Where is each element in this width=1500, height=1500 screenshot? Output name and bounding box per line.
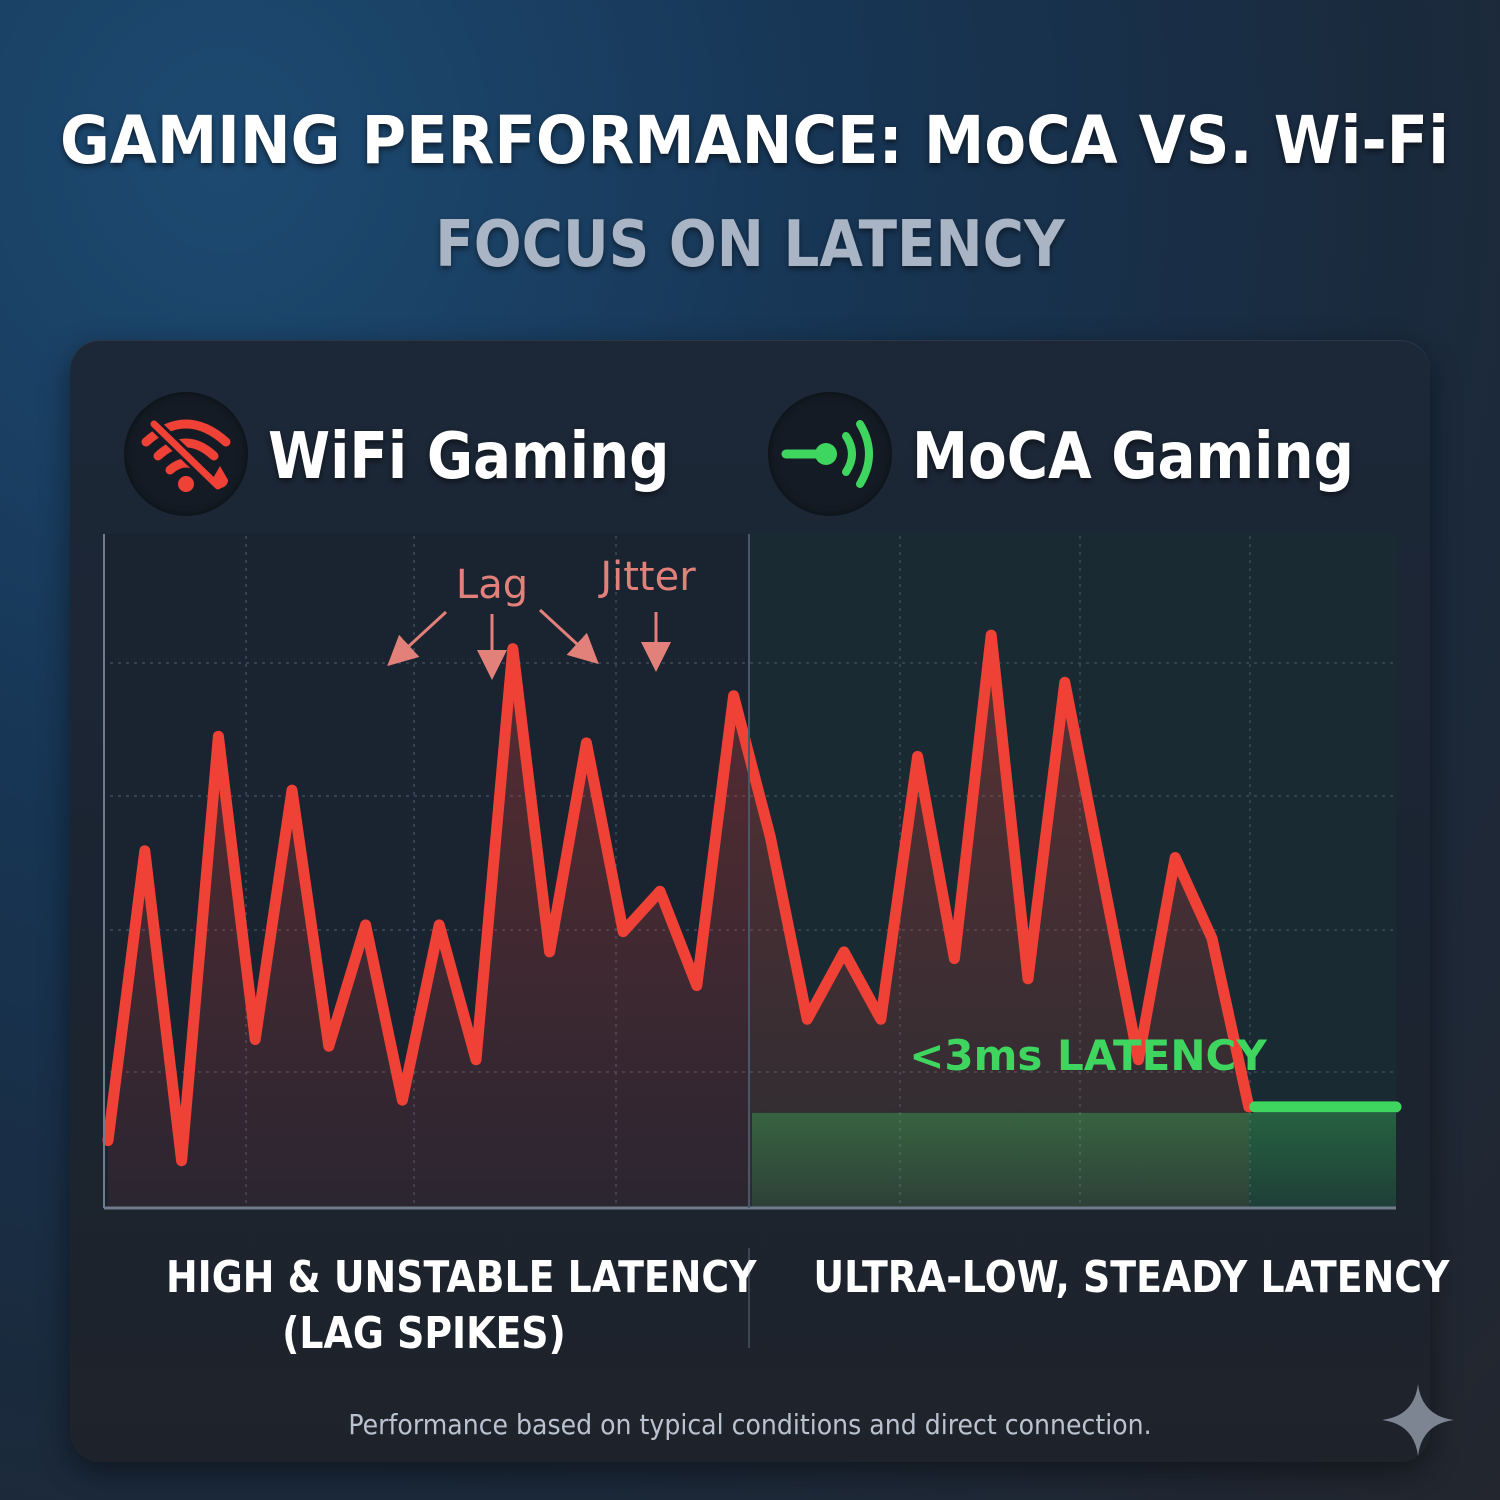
moca-area-fill (752, 1112, 1396, 1208)
moca-latency-label: <3ms LATENCY (909, 1031, 1267, 1080)
wifi-caption: HIGH & UNSTABLE LATENCY (LAG SPIKES) (166, 1250, 757, 1362)
caption-divider (748, 1248, 750, 1348)
page-title: GAMING PERFORMANCE: MoCA VS. Wi-Fi (60, 102, 1449, 179)
sparkle-icon (1382, 1384, 1454, 1456)
wifi-caption-line2: (LAG SPIKES) (282, 1308, 566, 1359)
jitter-label: Jitter (597, 554, 696, 600)
page-subtitle: FOCUS ON LATENCY (435, 208, 1065, 282)
lag-label: Lag (456, 562, 528, 608)
footnote: Performance based on typical conditions … (348, 1408, 1152, 1441)
signal-connector-icon (768, 392, 892, 516)
wifi-caption-line1: HIGH & UNSTABLE LATENCY (166, 1252, 757, 1303)
annotation-arrow (387, 610, 448, 667)
moca-panel-title: MoCA Gaming (912, 420, 1354, 494)
wifi-latency-line (102, 629, 1255, 1167)
wifi-broken-icon (124, 392, 248, 516)
annotation-arrow (538, 608, 599, 665)
wifi-panel-title: WiFi Gaming (268, 420, 670, 494)
moca-caption: ULTRA-LOW, STEADY LATENCY (813, 1252, 1450, 1303)
